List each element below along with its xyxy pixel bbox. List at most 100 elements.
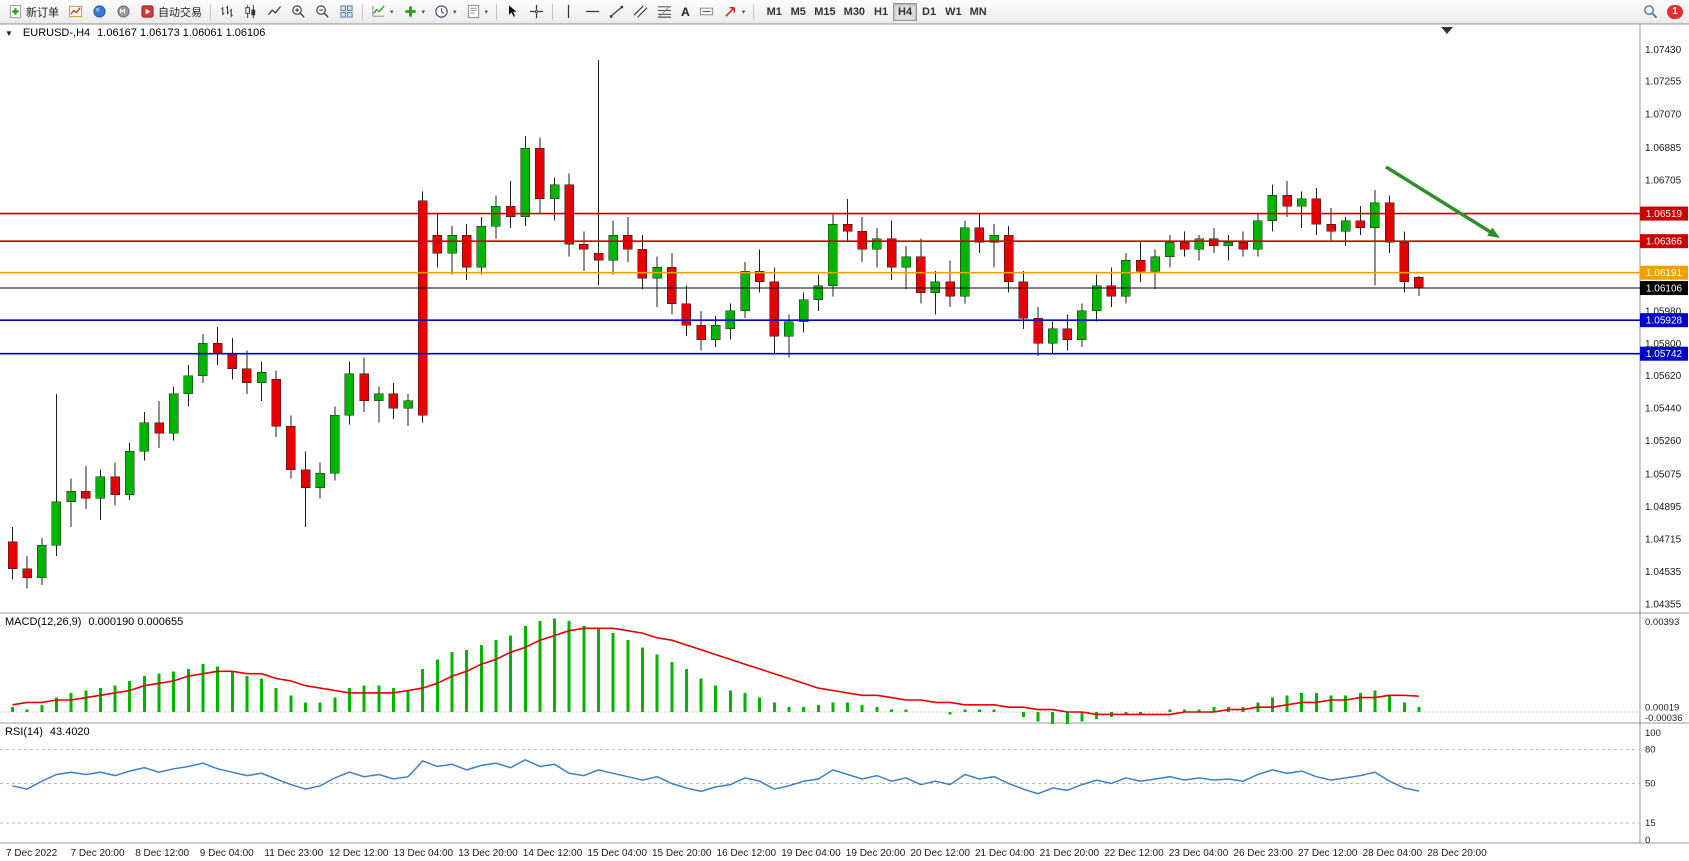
vertical-line-button[interactable]	[557, 2, 580, 22]
candle-body	[505, 205, 516, 218]
bar-chart-type-button[interactable]	[215, 2, 238, 22]
candle-body	[315, 472, 325, 488]
arrows-tool-icon	[725, 7, 735, 17]
timeframe-button-h1[interactable]: H1	[869, 3, 893, 21]
time-axis-label: 12 Dec 12:00	[329, 848, 389, 859]
search-button[interactable]	[1639, 2, 1662, 22]
candle-body	[1018, 281, 1029, 319]
candle-body	[945, 281, 955, 297]
cursor-button[interactable]	[501, 2, 524, 22]
candle-body	[212, 343, 223, 355]
text-tool-icon: A	[681, 4, 690, 19]
candle-body	[872, 238, 882, 250]
toolbar-separator	[210, 3, 211, 20]
timeframe-button-h4[interactable]: H4	[893, 2, 918, 21]
candle-body	[520, 148, 530, 218]
text-label-icon	[699, 7, 713, 16]
time-axis-label: 11 Dec 23:00	[264, 848, 323, 859]
candle-body	[579, 243, 589, 250]
timeframe-button-d1[interactable]: D1	[917, 3, 941, 21]
candle-body	[1209, 238, 1219, 247]
price-tick-label: 1.04535	[1645, 567, 1682, 578]
zoom-in-button[interactable]	[287, 2, 310, 22]
period-button[interactable]: ▾	[430, 2, 461, 22]
text-button[interactable]: A	[677, 2, 694, 22]
notification-badge[interactable]: 1	[1667, 4, 1683, 19]
macd-scale-label: -0.00036	[1645, 713, 1683, 724]
price-tick-label: 1.05260	[1645, 436, 1682, 447]
tile-windows-icon	[340, 5, 353, 18]
candle-body	[960, 227, 970, 297]
candlestick-chart-type-icon	[245, 4, 256, 19]
candle-body	[1135, 260, 1146, 272]
add-indicator-plus-icon	[404, 6, 416, 17]
candle-body	[1062, 328, 1073, 340]
text-label-button[interactable]	[695, 2, 718, 22]
trendline-button[interactable]	[605, 2, 628, 22]
channel-button[interactable]	[629, 2, 652, 22]
candle-body	[432, 234, 443, 254]
candle-body	[1355, 220, 1366, 229]
candle-body	[593, 252, 604, 261]
line-chart-type-button[interactable]	[263, 2, 286, 22]
timeframe-button-m30[interactable]: M30	[840, 3, 869, 21]
candle-body	[1340, 220, 1351, 232]
timeframe-button-m15[interactable]: M15	[810, 3, 839, 21]
autotrading-label: 自动交易	[158, 6, 202, 19]
add-indicator-caret-icon: ▾	[421, 8, 426, 16]
new-order-button[interactable]: 新订单	[4, 2, 63, 22]
price-tick-label: 1.04355	[1645, 599, 1682, 610]
fibonacci-button[interactable]	[653, 2, 676, 22]
zoom-out-button[interactable]	[311, 2, 334, 22]
timeframe-button-w1[interactable]: W1	[941, 3, 966, 21]
timeframe-button-m5[interactable]: M5	[786, 3, 810, 21]
price-tick-label: 1.07430	[1645, 45, 1682, 56]
price-tick-label: 1.05800	[1645, 339, 1682, 350]
chart-shift-marker-icon[interactable]	[1441, 27, 1453, 34]
rsi-line	[12, 758, 1420, 795]
candle-body	[491, 205, 501, 227]
candle-body	[417, 200, 428, 416]
candlestick-chart-type-button[interactable]	[239, 2, 262, 22]
candle-body	[256, 371, 267, 384]
candle-body	[1384, 202, 1395, 243]
rsi-scale-label: 80	[1645, 745, 1656, 756]
candle-body	[1223, 241, 1234, 247]
candle-body	[476, 225, 487, 268]
templates-button[interactable]: ▾	[462, 2, 493, 22]
market-watch-button[interactable]	[88, 2, 111, 22]
indicators-button[interactable]: ▾	[367, 2, 398, 22]
candle-body	[374, 393, 384, 402]
candle-body	[1165, 241, 1175, 257]
candle-body	[1414, 276, 1424, 289]
chart-window-button[interactable]	[64, 2, 87, 22]
candle-body	[623, 234, 633, 250]
candle-body	[710, 324, 721, 340]
candle-body	[901, 256, 911, 268]
candle-body	[1047, 328, 1058, 344]
timeframe-button-m1[interactable]: M1	[762, 3, 786, 21]
horizontal-line-button[interactable]	[581, 2, 604, 22]
new-order-label: 新订单	[26, 6, 59, 19]
tile-windows-button[interactable]	[335, 2, 358, 22]
crosshair-button[interactable]	[525, 2, 548, 22]
autotrading-button[interactable]: 自动交易	[136, 2, 206, 22]
add-indicator-button[interactable]: ▾	[399, 2, 430, 22]
candle-body	[740, 270, 750, 312]
rsi-scale-label: 15	[1645, 818, 1656, 829]
candle-body	[300, 469, 311, 488]
toolbar-right-group: 1	[1639, 2, 1685, 22]
candle-body	[37, 545, 47, 578]
candle-body	[637, 249, 648, 279]
trend-arrow-head	[1487, 227, 1500, 238]
timeframe-button-mn[interactable]: MN	[966, 3, 991, 21]
trend-arrow[interactable]	[1385, 165, 1495, 236]
metaquotes-community-button[interactable]	[112, 2, 135, 22]
candle-body	[168, 393, 179, 434]
arrows-button[interactable]: ▾	[719, 2, 750, 22]
indicators-icon	[372, 5, 385, 17]
time-axis-label: 19 Dec 20:00	[846, 848, 906, 859]
macd-histogram	[11, 618, 1421, 724]
